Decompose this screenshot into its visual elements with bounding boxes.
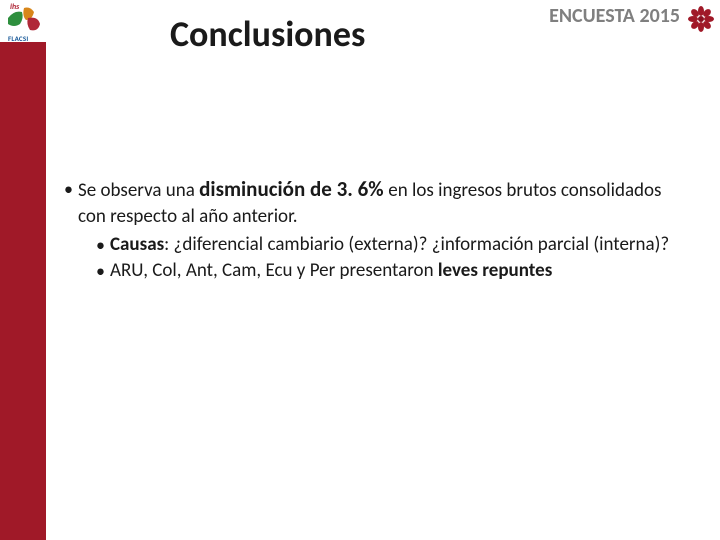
sub1-rest: : ¿diferencial cambiario (externa)? ¿inf…	[164, 233, 669, 256]
bullet-dot-icon: •	[96, 232, 110, 258]
logo-bottom-text: FLACSI	[8, 34, 28, 43]
bullet-main: • Se observa una disminución de 3. 6% en…	[64, 176, 684, 230]
sub-bullet-2-text: ARU, Col, Ant, Cam, Ecu y Per presentaro…	[110, 258, 552, 284]
logo-top-text: ihs	[10, 2, 19, 12]
slide: ihs FLACSI Conclusiones ENCUESTA 2015 • …	[0, 0, 720, 540]
sub2-bold: leves repuntes	[438, 259, 552, 282]
sub-bullet-2: • ARU, Col, Ant, Cam, Ecu y Per presenta…	[96, 258, 684, 284]
sub1-label: Causas	[110, 233, 164, 256]
page-title: Conclusiones	[170, 12, 365, 56]
sub-bullet-list: • Causas: ¿diferencial cambiario (extern…	[96, 232, 684, 284]
survey-label: ENCUESTA 2015	[549, 4, 680, 28]
bullet-main-pre: Se observa una	[78, 179, 199, 202]
content-area: • Se observa una disminución de 3. 6% en…	[64, 176, 684, 284]
left-accent-bar	[0, 42, 46, 540]
flower-icon	[688, 6, 714, 32]
sub-bullet-1-text: Causas: ¿diferencial cambiario (externa)…	[110, 232, 669, 258]
bullet-dot-icon: •	[96, 258, 110, 284]
sub-bullet-1: • Causas: ¿diferencial cambiario (extern…	[96, 232, 684, 258]
flacsi-logo: ihs FLACSI	[4, 2, 46, 42]
bullet-main-emph: disminución de 3. 6%	[199, 176, 388, 202]
sub2-pre: ARU, Col, Ant, Cam, Ecu y Per presentaro…	[110, 259, 438, 282]
bullet-dot-icon: •	[64, 176, 78, 202]
bullet-main-text: Se observa una disminución de 3. 6% en l…	[78, 176, 684, 230]
